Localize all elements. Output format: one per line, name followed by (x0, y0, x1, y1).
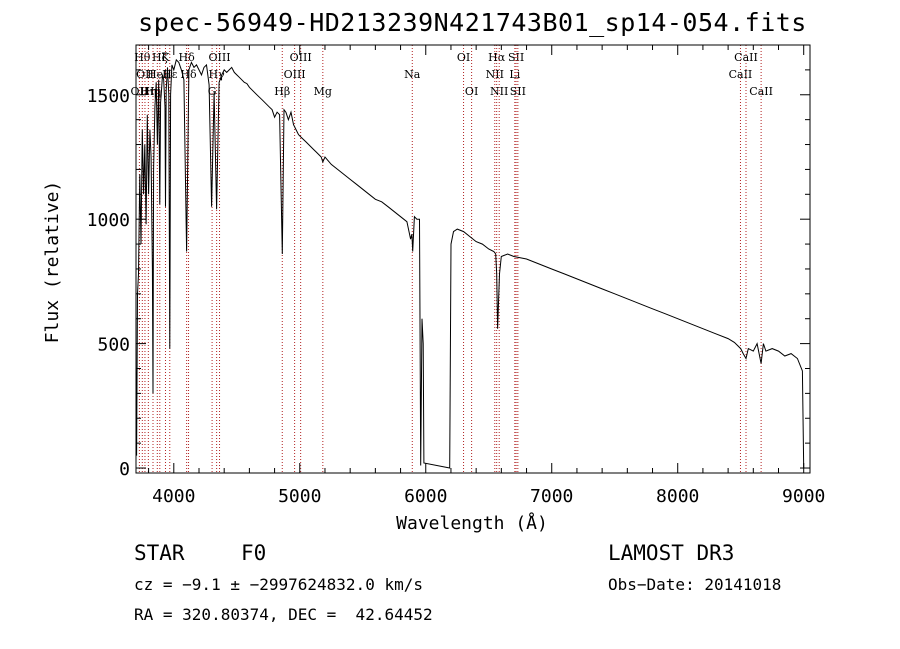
line-marker-label: G (208, 85, 217, 98)
x-tick-label: 6000 (404, 486, 447, 507)
line-marker-label: OIII (284, 68, 306, 81)
y-axis: 0 500 1000 1500 (87, 69, 810, 480)
line-marker-label: CaII (729, 68, 753, 81)
line-marker-label: NII (490, 85, 508, 98)
line-marker-label: NII (486, 68, 504, 81)
object-class: STAR (134, 541, 185, 565)
plot-frame (135, 44, 811, 474)
x-tick-label: 9000 (782, 486, 825, 507)
line-marker-label: Hη (145, 85, 161, 98)
coordinates: RA = 320.80374, DEC = 42.64452 (134, 605, 433, 624)
emission-line-markers: OIIHθOIIHηHηHeIHζKHεHδHδGHγOIIIHβOIIIOII… (131, 45, 773, 473)
line-marker-label: CaII (749, 85, 773, 98)
line-marker-label: Hβ (274, 85, 290, 98)
line-marker-label: K (161, 51, 170, 64)
y-tick-label: 500 (97, 335, 130, 356)
x-tick-label: 5000 (278, 486, 321, 507)
line-marker-label: Hε (162, 68, 178, 81)
y-axis-label: Flux (relative) (42, 181, 63, 344)
spectral-subclass: F0 (241, 541, 267, 565)
line-marker-label: CaII (734, 51, 758, 64)
line-marker-label: OII (136, 68, 154, 81)
x-tick-label: 8000 (656, 486, 699, 507)
line-marker-label: OI (457, 51, 470, 64)
line-marker-label: OIII (290, 51, 312, 64)
spectrum-line (135, 58, 805, 469)
survey-name: LAMOST DR3 (608, 541, 735, 565)
line-marker-label: SII (510, 85, 526, 98)
x-tick-label: 7000 (530, 486, 573, 507)
line-marker-label: Li (509, 68, 520, 81)
line-marker-label: OI (465, 85, 478, 98)
line-marker-label: SII (508, 51, 524, 64)
line-marker-label: Hθ (134, 51, 151, 64)
x-axis: 4000 5000 6000 7000 8000 9000 (148, 45, 825, 507)
obs-date: Obs−Date: 20141018 (608, 575, 782, 594)
line-marker-label: Hδ (179, 51, 196, 64)
y-tick-label: 1000 (87, 210, 130, 231)
x-axis-label: Wavelength (Å) (396, 512, 548, 534)
line-marker-label: Mg (314, 85, 332, 98)
chart-title: spec-56949-HD213239N421743B01_sp14-054.f… (138, 8, 807, 37)
line-marker-label: Hγ (209, 68, 226, 81)
y-tick-label: 1500 (87, 86, 130, 107)
line-marker-label: Hζ (152, 51, 168, 64)
line-marker-label: Hα (488, 51, 506, 64)
line-marker-label: OIII (208, 51, 230, 64)
y-tick-label: 0 (119, 459, 130, 480)
x-tick-label: 4000 (152, 486, 195, 507)
line-marker-label: Na (404, 68, 421, 81)
redshift-line: cz = −9.1 ± −2997624832.0 km/s (134, 575, 423, 594)
